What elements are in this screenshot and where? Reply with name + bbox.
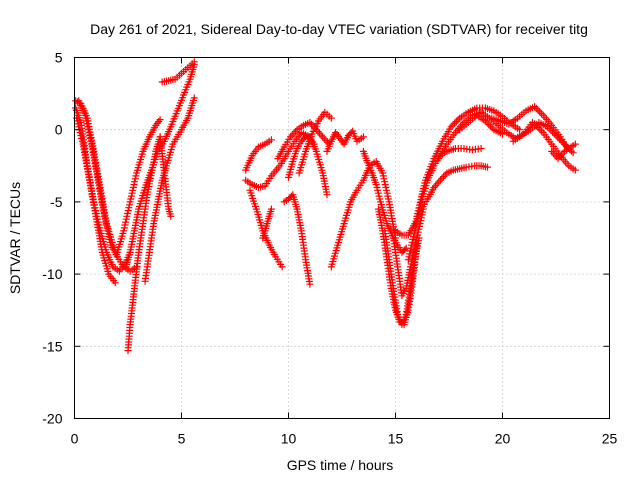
x-tick-label: 25	[602, 431, 618, 447]
x-tick-label: 15	[388, 431, 404, 447]
series-s11	[242, 136, 275, 174]
data-point-markers	[156, 133, 175, 220]
axis-ticks	[74, 57, 610, 419]
x-tick-label: 0	[71, 431, 79, 447]
y-axis-label: SDTVAR / TECUs	[7, 182, 23, 294]
y-tick-label: 5	[55, 50, 63, 66]
data-point-markers	[456, 111, 506, 138]
series-s33	[548, 140, 579, 163]
x-tick-label: 5	[178, 431, 186, 447]
series-s5	[113, 116, 164, 256]
data-point-markers	[389, 205, 427, 300]
data-point-markers	[73, 114, 119, 287]
series-s19	[323, 127, 367, 155]
series-s24	[389, 205, 427, 300]
series-s23	[381, 227, 423, 329]
data-point-markers	[75, 97, 141, 275]
series-s29	[456, 111, 506, 138]
series-s27	[413, 104, 524, 220]
plot-frame	[74, 57, 610, 419]
series-s25	[392, 162, 491, 239]
data-point-markers	[413, 104, 524, 220]
data-point-markers	[124, 133, 164, 355]
data-point-markers	[548, 140, 579, 163]
data-point-markers	[285, 133, 318, 181]
data-point-markers	[158, 58, 198, 86]
data-points	[72, 58, 579, 355]
y-tick-labels: -20 -15 -10 -5 0 5	[42, 50, 62, 427]
data-point-markers	[392, 162, 491, 239]
data-point-markers	[242, 136, 275, 174]
y-tick-label: -20	[42, 411, 62, 427]
data-point-markers	[323, 127, 367, 155]
data-point-markers	[259, 205, 275, 242]
series-s32	[531, 120, 579, 174]
data-point-markers	[531, 120, 579, 174]
data-point-markers	[280, 191, 314, 288]
y-tick-label: -15	[42, 338, 62, 354]
chart-title: Day 261 of 2021, Sidereal Day-to-day VTE…	[90, 21, 588, 37]
series-s2	[73, 114, 119, 287]
series-s7	[124, 133, 164, 355]
x-tick-label: 20	[495, 431, 511, 447]
series-s14	[259, 205, 275, 242]
series-s9	[156, 133, 175, 220]
data-point-markers	[381, 227, 423, 329]
series-s16	[280, 191, 314, 288]
x-tick-labels: 0 5 10 15 20 25	[71, 431, 618, 447]
series-s10	[158, 58, 198, 86]
y-tick-label: -10	[42, 266, 62, 282]
x-tick-label: 10	[281, 431, 297, 447]
y-tick-label: 0	[55, 122, 63, 138]
series-s4	[75, 97, 141, 275]
y-tick-label: -5	[50, 194, 63, 210]
series-s18	[285, 133, 318, 181]
x-axis-label: GPS time / hours	[287, 457, 394, 473]
data-point-markers	[113, 116, 164, 256]
